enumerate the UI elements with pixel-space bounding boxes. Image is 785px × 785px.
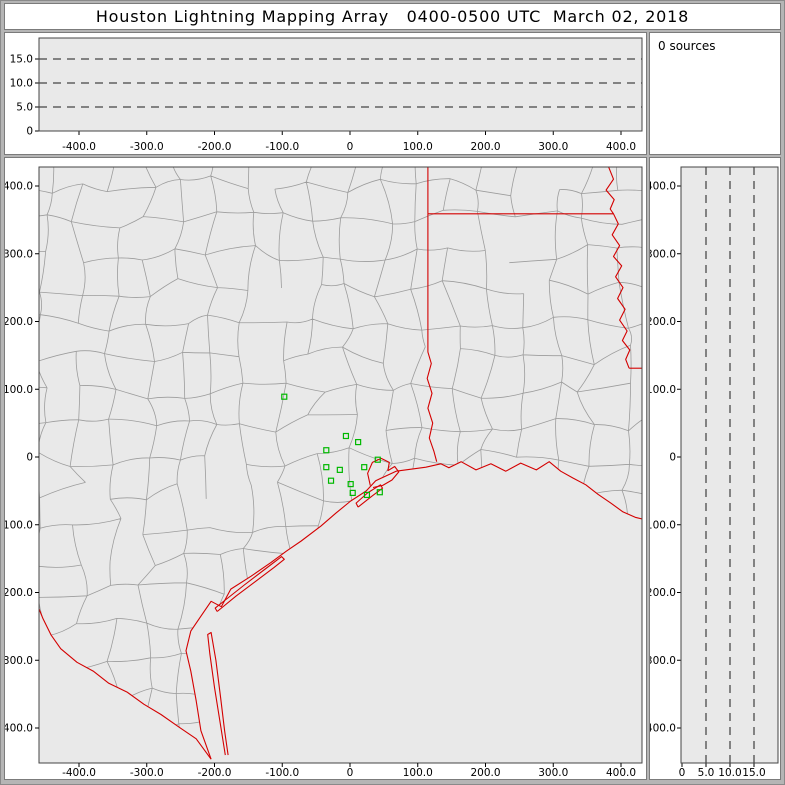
tick-label: 100.0	[403, 141, 433, 153]
tick-label: -300.0	[650, 655, 676, 667]
state-border-line	[605, 167, 631, 369]
altx-plot-border	[38, 37, 643, 132]
tick-label: 0	[669, 452, 676, 464]
tick-label: 300.0	[5, 248, 33, 260]
tick-label: 0	[26, 126, 33, 138]
altitude-vs-eastwest-panel: 0 5.0 10.0 15.0 -400.0 -300.0 -200.0 -100.0 0 100…	[4, 32, 647, 155]
source-count-panel: 0 sources	[649, 32, 781, 155]
lma-station-marker	[361, 464, 368, 471]
tick-label: 300.0	[650, 248, 676, 260]
tick-label: 5.0	[16, 102, 33, 114]
tick-label: 400.0	[606, 767, 636, 779]
tick-label: -300.0	[130, 767, 164, 779]
tick-label: -400.0	[62, 767, 96, 779]
tick-label: 200.0	[470, 767, 500, 779]
lma-station-marker	[376, 489, 383, 496]
lma-station-marker	[355, 438, 362, 446]
lma-station-marker	[349, 489, 356, 497]
altitude-vs-northsouth-panel: 0 5.010.015.0 400.0 300.0 200.0 100.0 0 -100.0 -…	[649, 157, 781, 780]
tick-label: -300.0	[5, 655, 33, 667]
tick-label: 0	[26, 452, 33, 464]
tick-label: -400.0	[62, 141, 96, 153]
tick-label: -100.0	[650, 519, 676, 531]
tick-label: 200.0	[5, 316, 33, 328]
map-plot-border	[38, 166, 643, 764]
lma-station-marker	[327, 477, 335, 484]
tick-label: 10.0	[718, 767, 741, 779]
tick-label: 0	[347, 141, 354, 153]
plan-view-map-panel: -400.0 -300.0 -200.0 -100.0 0 100.0 200.0 300.0…	[4, 157, 647, 780]
tick-label: 100.0	[403, 767, 433, 779]
tick-label: -400.0	[650, 723, 676, 735]
lma-station-marker	[281, 393, 288, 400]
map-plot-area[interactable]	[39, 167, 642, 763]
lma-station-marker	[374, 456, 381, 463]
lma-station-marker	[336, 466, 343, 473]
tick-label: -300.0	[130, 141, 164, 153]
barrier-island	[355, 484, 384, 508]
tick-label: 200.0	[470, 141, 500, 153]
lma-station-marker	[323, 464, 330, 471]
tick-label: -100.0	[5, 519, 33, 531]
rio-grande-border	[39, 607, 212, 760]
tick-label: 0	[347, 767, 354, 779]
tick-label: 15.0	[10, 54, 33, 66]
tick-label: -100.0	[265, 141, 299, 153]
tick-label: 5.0	[698, 767, 715, 779]
source-count-label: 0 sources	[658, 39, 716, 53]
tick-label: 400.0	[606, 141, 636, 153]
tick-label: 100.0	[650, 384, 676, 396]
tick-label: 300.0	[538, 767, 568, 779]
tick-label: 0	[679, 767, 686, 779]
tick-label: 300.0	[538, 141, 568, 153]
lma-station-marker	[347, 481, 354, 488]
window-title: Houston Lightning Mapping Array 0400-050…	[95, 7, 690, 26]
alty-plot-border	[680, 166, 779, 764]
plan-view-map-canvas[interactable]: -400.0 -300.0 -200.0 -100.0 0 100.0 200.0 300.0…	[5, 158, 646, 779]
state-borders-and-coastline	[39, 167, 642, 760]
state-border-line	[426, 213, 438, 462]
title-bar: Houston Lightning Mapping Array 0400-050…	[4, 3, 781, 30]
barrier-island	[207, 631, 229, 756]
tick-label: -200.0	[5, 587, 33, 599]
tick-label: 100.0	[5, 384, 33, 396]
tick-label: -200.0	[650, 587, 676, 599]
tick-label: -100.0	[265, 767, 299, 779]
altitude-vs-northsouth-canvas[interactable]: 0 5.010.015.0 400.0 300.0 200.0 100.0 0 -100.0 -…	[650, 158, 780, 779]
tick-label: 400.0	[650, 181, 676, 193]
barrier-island	[214, 556, 285, 612]
tick-label: -200.0	[198, 767, 232, 779]
altitude-vs-eastwest-canvas[interactable]: 0 5.0 10.0 15.0 -400.0 -300.0 -200.0 -100.0 0 100…	[5, 33, 646, 154]
tick-label: 200.0	[650, 316, 676, 328]
lma-station-marker	[342, 432, 350, 440]
altx-plot-area[interactable]	[39, 38, 642, 131]
tick-label: -200.0	[198, 141, 232, 153]
lma-station-marker	[323, 447, 330, 454]
tick-label: 10.0	[10, 78, 33, 90]
tick-label: 15.0	[742, 767, 765, 779]
tick-label: 400.0	[5, 181, 33, 193]
tick-label: -400.0	[5, 723, 33, 735]
bay-outline	[367, 457, 400, 489]
gulf-coastline	[185, 461, 642, 760]
lma-station-marker	[363, 491, 371, 499]
